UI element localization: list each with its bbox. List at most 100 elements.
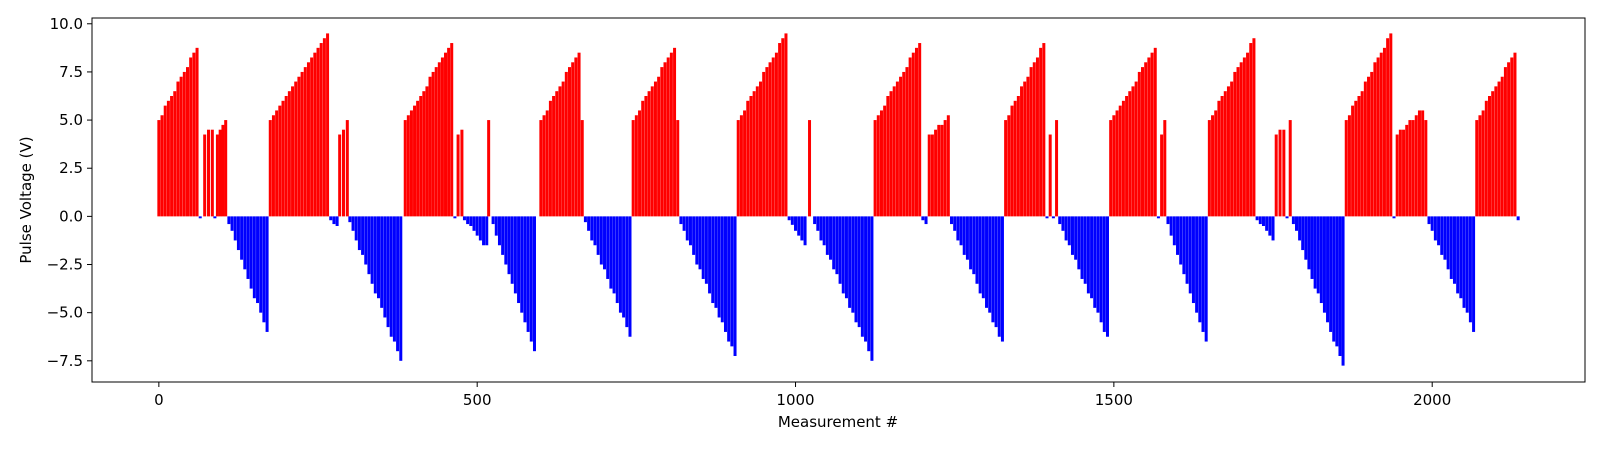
bar: [867, 216, 871, 352]
bar: [373, 216, 377, 294]
bar: [1128, 91, 1132, 217]
bar: [1329, 216, 1333, 332]
bar: [1307, 216, 1311, 270]
bar: [663, 62, 667, 217]
bar: [497, 216, 501, 246]
bar: [303, 67, 307, 217]
bar: [1077, 216, 1081, 270]
bar: [781, 38, 785, 217]
bar: [460, 129, 464, 217]
bar: [899, 76, 903, 217]
bar: [628, 216, 632, 337]
bar: [1070, 216, 1074, 255]
bar: [1182, 216, 1186, 275]
bar: [730, 216, 734, 347]
bar: [596, 216, 600, 255]
bar: [969, 216, 973, 270]
bar: [179, 76, 183, 217]
bar: [1440, 216, 1444, 255]
bar: [838, 216, 842, 284]
bar: [472, 216, 476, 231]
x-tick-label: 1500: [1095, 391, 1133, 409]
bar: [714, 216, 718, 308]
bar: [1424, 120, 1428, 217]
bar: [1494, 86, 1498, 217]
bar: [934, 129, 938, 217]
bar: [1367, 76, 1371, 217]
bar: [383, 216, 387, 318]
bar: [1405, 124, 1409, 217]
bar: [182, 71, 186, 217]
x-tick-label: 0: [154, 391, 164, 409]
bar: [456, 134, 460, 217]
bar: [230, 216, 234, 231]
bar: [1086, 216, 1090, 294]
bar: [539, 120, 543, 217]
bar: [1230, 81, 1234, 217]
bar: [1357, 96, 1361, 217]
bar: [657, 76, 661, 217]
bar: [1223, 91, 1227, 217]
bar: [752, 91, 756, 217]
bar: [1298, 216, 1302, 241]
bar: [1045, 216, 1049, 219]
bar: [287, 91, 291, 217]
bar: [577, 52, 581, 217]
bar: [711, 216, 715, 304]
bar: [808, 120, 812, 217]
bar: [1179, 216, 1183, 265]
bar: [501, 216, 505, 255]
bar: [392, 216, 396, 342]
bar: [1481, 110, 1485, 217]
y-tick-label: 5.0: [59, 111, 83, 129]
bar: [294, 81, 298, 217]
bar: [370, 216, 374, 284]
bar: [723, 216, 727, 332]
bar: [1188, 216, 1192, 294]
bar: [717, 216, 721, 318]
bar: [1226, 86, 1230, 217]
bar: [243, 216, 247, 270]
bar: [233, 216, 237, 241]
bar: [507, 216, 511, 275]
bar: [1023, 81, 1027, 217]
bar: [548, 100, 552, 217]
bar: [348, 216, 352, 223]
bar: [1478, 115, 1482, 217]
bar: [361, 216, 365, 255]
bar: [1354, 100, 1358, 217]
bar: [1255, 216, 1259, 221]
bar: [1341, 216, 1345, 366]
bar: [593, 216, 597, 246]
bar: [571, 62, 575, 217]
bar: [688, 216, 692, 246]
bar: [564, 71, 568, 217]
bar: [281, 100, 285, 217]
bar: [1462, 216, 1466, 308]
bar: [422, 91, 426, 217]
bar: [419, 96, 423, 217]
bar: [965, 216, 969, 260]
bar: [583, 216, 587, 223]
bar: [622, 216, 626, 318]
bar: [1395, 134, 1399, 217]
bar: [469, 216, 473, 226]
bar: [803, 216, 807, 246]
bar: [937, 124, 941, 217]
bar: [517, 216, 521, 304]
bar: [1176, 216, 1180, 255]
bar: [771, 57, 775, 217]
bar: [529, 216, 533, 342]
bar: [1452, 216, 1456, 284]
bar: [189, 57, 193, 217]
bar: [695, 216, 699, 265]
bar: [1449, 216, 1453, 279]
bar: [552, 96, 556, 217]
bar: [1503, 67, 1507, 217]
y-tick-label: −5.0: [47, 304, 83, 322]
bar: [873, 120, 877, 217]
bar: [1058, 216, 1062, 225]
bar: [997, 216, 1001, 337]
bar: [1163, 120, 1167, 217]
bar: [1421, 110, 1425, 217]
